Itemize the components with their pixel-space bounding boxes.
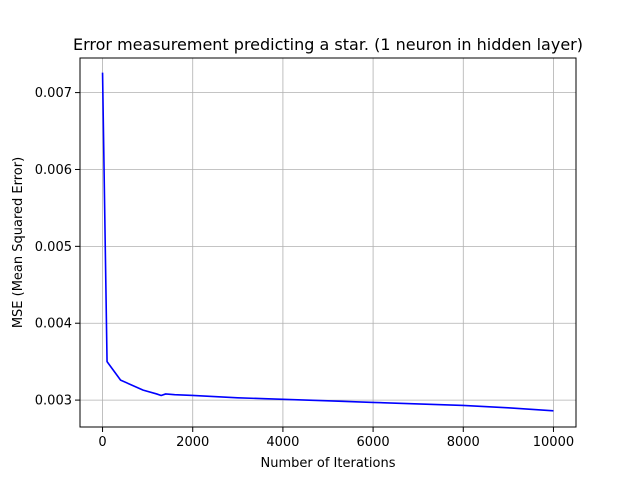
series-line (101, 72, 554, 412)
y-axis-label: MSE (Mean Squared Error) (11, 157, 26, 328)
x-axis-label: Number of Iterations (261, 456, 396, 471)
y-tick-label: 0.004 (35, 317, 72, 332)
y-tick-label: 0.006 (35, 163, 72, 178)
x-tick-label: 10000 (533, 435, 574, 450)
y-tick-label: 0.005 (35, 240, 72, 255)
plot-frame (79, 57, 577, 428)
x-axis: 0 2000 4000 6000 8000 10000 (98, 427, 574, 450)
x-tick-label: 8000 (447, 435, 480, 450)
chart-title: Error measurement predicting a star. (1 … (73, 35, 583, 54)
y-axis: 0.003 0.004 0.005 0.006 0.007 (35, 86, 80, 409)
y-tick-label: 0.007 (35, 86, 72, 101)
y-tick-label: 0.003 (35, 394, 72, 409)
grid (80, 58, 576, 427)
x-tick-label: 6000 (357, 435, 390, 450)
x-tick-label: 2000 (176, 435, 209, 450)
x-tick-label: 0 (98, 435, 106, 450)
series-layer (101, 72, 554, 412)
x-tick-label: 4000 (266, 435, 299, 450)
